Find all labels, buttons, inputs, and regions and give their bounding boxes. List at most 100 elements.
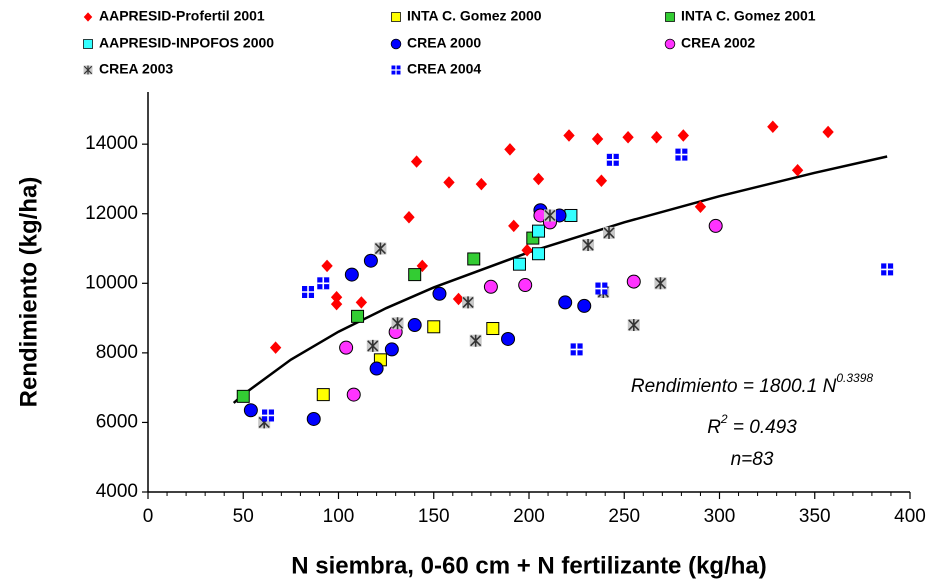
point bbox=[591, 132, 604, 146]
point bbox=[675, 148, 688, 161]
point bbox=[384, 342, 399, 357]
point-cross bbox=[675, 148, 688, 161]
point-cross bbox=[302, 286, 315, 298]
point bbox=[236, 389, 250, 403]
point-star bbox=[603, 226, 615, 239]
legend-item: AAPRESID-Profertil 2001 bbox=[83, 8, 265, 24]
legend-marker bbox=[391, 65, 401, 75]
point bbox=[452, 292, 465, 306]
x-tick-label: 50 bbox=[233, 506, 254, 527]
point bbox=[627, 319, 640, 332]
x-tick-label: 250 bbox=[608, 506, 640, 527]
point bbox=[403, 210, 415, 224]
legend-marker bbox=[665, 12, 675, 22]
legend-label: INTA C. Gomez 2001 bbox=[681, 8, 816, 24]
point bbox=[603, 226, 616, 239]
point bbox=[654, 277, 667, 290]
point bbox=[570, 343, 583, 356]
legend-label: CREA 2002 bbox=[681, 35, 755, 51]
point bbox=[346, 387, 361, 402]
r-symbol: R bbox=[707, 417, 721, 438]
equation: Rendimiento = 1800.1 N0.3398 bbox=[631, 371, 873, 397]
x-tick-label: 200 bbox=[513, 506, 545, 527]
point bbox=[407, 318, 422, 333]
point bbox=[366, 339, 379, 352]
legend-marker bbox=[664, 38, 676, 50]
point bbox=[501, 331, 516, 346]
point bbox=[374, 242, 387, 255]
point bbox=[363, 253, 378, 268]
point bbox=[443, 176, 455, 189]
legend-marker bbox=[83, 12, 93, 22]
point bbox=[508, 219, 520, 233]
r-squared: R2 = 0.493 bbox=[707, 412, 797, 438]
legend-label: CREA 2000 bbox=[407, 35, 481, 51]
point bbox=[243, 403, 258, 418]
point-star bbox=[83, 65, 93, 75]
legend-item: CREA 2002 bbox=[664, 35, 755, 51]
point-star bbox=[462, 296, 474, 309]
point-cross bbox=[606, 153, 619, 166]
point-cross bbox=[317, 277, 330, 290]
point bbox=[512, 257, 526, 271]
point bbox=[475, 177, 488, 191]
point bbox=[881, 263, 894, 276]
legend-marker bbox=[390, 38, 402, 50]
point bbox=[791, 164, 804, 177]
n-count: n=83 bbox=[731, 449, 774, 470]
x-tick-label: 400 bbox=[894, 506, 926, 527]
legend-label: INTA C. Gomez 2000 bbox=[407, 8, 542, 24]
y-tick-label: 6000 bbox=[96, 411, 138, 432]
point bbox=[577, 298, 592, 313]
r-exponent: 2 bbox=[720, 412, 728, 426]
point bbox=[558, 295, 573, 310]
equation-exponent: 0.3398 bbox=[836, 371, 873, 385]
point bbox=[339, 340, 354, 355]
point-cross bbox=[881, 263, 894, 276]
point bbox=[351, 309, 365, 323]
point bbox=[317, 277, 330, 290]
point bbox=[262, 409, 275, 422]
point bbox=[306, 411, 321, 426]
point bbox=[595, 282, 608, 295]
legend-marker bbox=[83, 39, 93, 49]
point bbox=[532, 224, 546, 238]
legend-label: AAPRESID-INPOFOS 2000 bbox=[99, 35, 274, 51]
point-cross bbox=[262, 409, 275, 422]
point bbox=[302, 286, 315, 298]
point bbox=[469, 334, 482, 347]
legend-item: INTA C. Gomez 2000 bbox=[391, 8, 542, 24]
point-star bbox=[544, 209, 556, 222]
point-star bbox=[374, 242, 386, 255]
point bbox=[626, 274, 641, 289]
point bbox=[486, 322, 500, 336]
point-cross bbox=[595, 282, 608, 295]
point bbox=[564, 208, 578, 222]
y-tick-label: 8000 bbox=[96, 342, 138, 363]
point bbox=[622, 130, 634, 144]
legend-label: AAPRESID-Profertil 2001 bbox=[99, 8, 265, 24]
point-star bbox=[654, 277, 667, 290]
point bbox=[532, 172, 545, 186]
point bbox=[595, 174, 608, 187]
point bbox=[606, 153, 619, 166]
legend-marker bbox=[83, 65, 93, 75]
legend-item: INTA C. Gomez 2001 bbox=[665, 8, 816, 24]
r-value: = 0.493 bbox=[728, 417, 798, 438]
y-axis-title: Rendimiento (kg/ha) bbox=[15, 177, 42, 408]
y-tick-label: 14000 bbox=[85, 133, 138, 154]
point bbox=[708, 218, 723, 233]
legend-item: CREA 2003 bbox=[83, 61, 173, 77]
x-tick-label: 150 bbox=[418, 506, 450, 527]
legend-marker bbox=[391, 12, 401, 22]
point bbox=[321, 259, 333, 273]
point bbox=[532, 247, 546, 261]
legend-item: AAPRESID-INPOFOS 2000 bbox=[83, 35, 274, 51]
point-star bbox=[582, 239, 594, 252]
point-cross bbox=[391, 65, 401, 75]
y-tick-label: 4000 bbox=[96, 481, 138, 502]
legend-item: CREA 2000 bbox=[390, 35, 481, 51]
x-tick-label: 0 bbox=[143, 506, 154, 527]
point bbox=[391, 317, 404, 330]
